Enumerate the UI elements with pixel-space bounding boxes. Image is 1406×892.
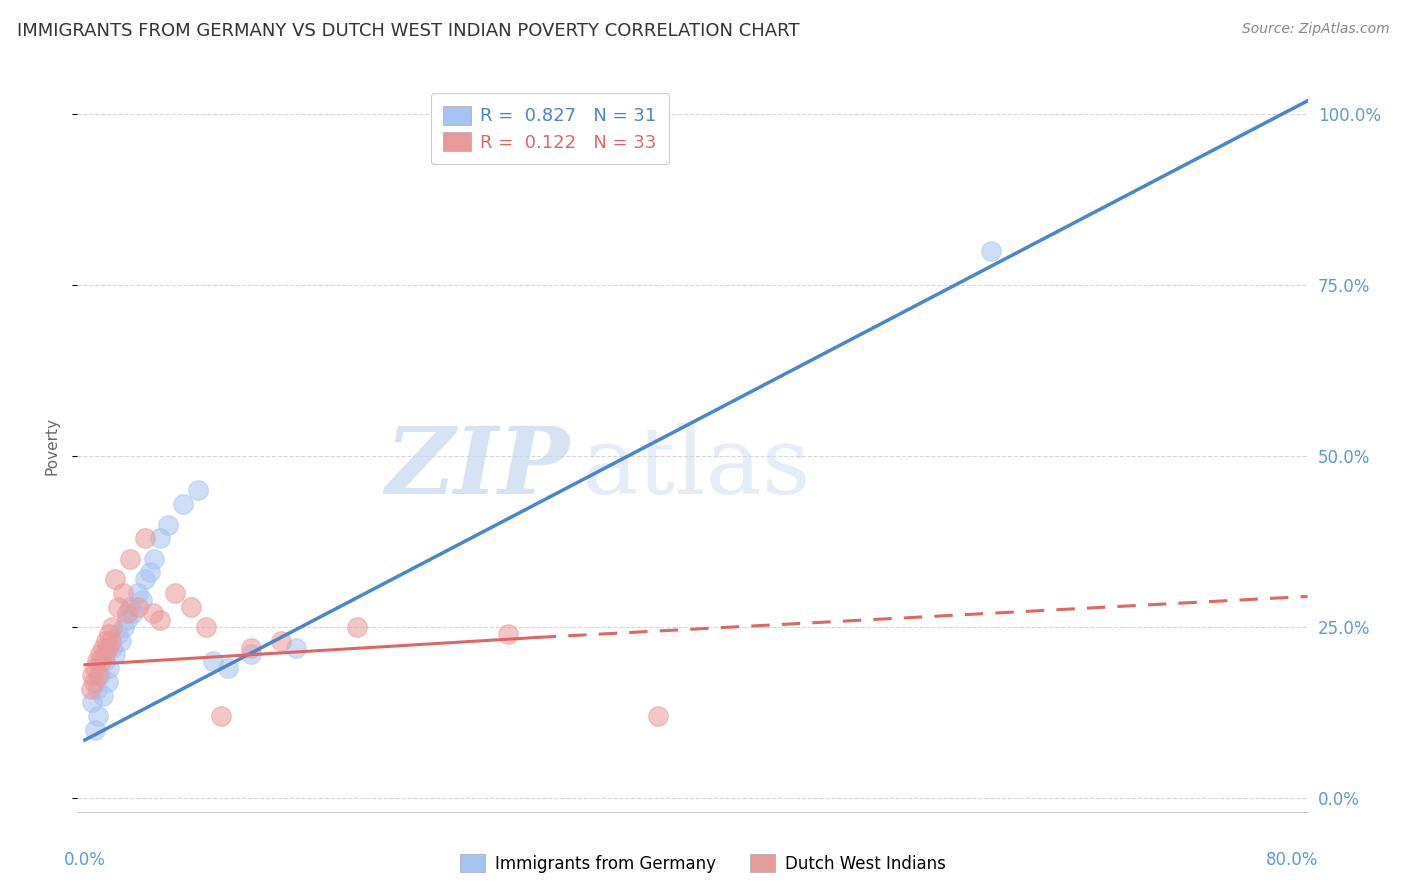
Point xyxy=(84,661,107,675)
Point xyxy=(217,661,239,675)
Point xyxy=(84,723,107,737)
Point xyxy=(91,689,114,703)
Point xyxy=(647,709,669,723)
Point xyxy=(87,668,110,682)
Point xyxy=(285,640,308,655)
Point xyxy=(107,599,129,614)
Point xyxy=(165,586,187,600)
Point xyxy=(80,681,103,696)
Point xyxy=(127,586,149,600)
Y-axis label: Poverty: Poverty xyxy=(44,417,59,475)
Text: IMMIGRANTS FROM GERMANY VS DUTCH WEST INDIAN POVERTY CORRELATION CHART: IMMIGRANTS FROM GERMANY VS DUTCH WEST IN… xyxy=(17,22,800,40)
Point xyxy=(100,633,122,648)
Point xyxy=(270,633,292,648)
Legend: R =  0.827   N = 31, R =  0.122   N = 33: R = 0.827 N = 31, R = 0.122 N = 33 xyxy=(430,93,669,164)
Point xyxy=(104,648,127,662)
Point xyxy=(149,613,172,627)
Point xyxy=(239,648,262,662)
Point xyxy=(89,648,111,662)
Point xyxy=(122,607,145,621)
Point xyxy=(101,620,124,634)
Point xyxy=(96,640,118,655)
Point xyxy=(104,572,127,586)
Point xyxy=(346,620,368,634)
Point xyxy=(131,592,153,607)
Point xyxy=(94,633,117,648)
Point xyxy=(115,607,138,621)
Point xyxy=(134,531,156,545)
Point xyxy=(194,620,217,634)
Point xyxy=(86,681,108,696)
Point xyxy=(89,668,111,682)
Point xyxy=(83,674,105,689)
Point xyxy=(82,695,104,709)
Point xyxy=(98,627,121,641)
Legend: Immigrants from Germany, Dutch West Indians: Immigrants from Germany, Dutch West Indi… xyxy=(454,847,952,880)
Point xyxy=(156,517,179,532)
Point xyxy=(172,497,194,511)
Point xyxy=(134,572,156,586)
Point xyxy=(82,668,104,682)
Point xyxy=(187,483,209,498)
Point xyxy=(96,674,118,689)
Point xyxy=(980,244,1002,259)
Point xyxy=(87,709,110,723)
Text: 80.0%: 80.0% xyxy=(1267,851,1319,869)
Point xyxy=(139,566,162,580)
Point xyxy=(111,586,134,600)
Point xyxy=(112,620,135,634)
Point xyxy=(149,531,172,545)
Point xyxy=(142,607,165,621)
Point xyxy=(91,640,114,655)
Point xyxy=(98,661,121,675)
Point xyxy=(496,627,519,641)
Point xyxy=(115,613,138,627)
Text: Source: ZipAtlas.com: Source: ZipAtlas.com xyxy=(1241,22,1389,37)
Point xyxy=(180,599,202,614)
Point xyxy=(143,551,166,566)
Point xyxy=(93,648,115,662)
Point xyxy=(202,654,225,668)
Point xyxy=(127,599,149,614)
Text: ZIP: ZIP xyxy=(385,423,569,513)
Point xyxy=(86,654,108,668)
Point xyxy=(120,599,142,614)
Point xyxy=(120,551,142,566)
Point xyxy=(93,654,115,668)
Point xyxy=(209,709,232,723)
Text: 0.0%: 0.0% xyxy=(63,851,105,869)
Point xyxy=(239,640,262,655)
Point xyxy=(107,627,129,641)
Point xyxy=(90,654,112,668)
Point xyxy=(110,633,132,648)
Point xyxy=(101,640,124,655)
Text: atlas: atlas xyxy=(582,423,811,513)
